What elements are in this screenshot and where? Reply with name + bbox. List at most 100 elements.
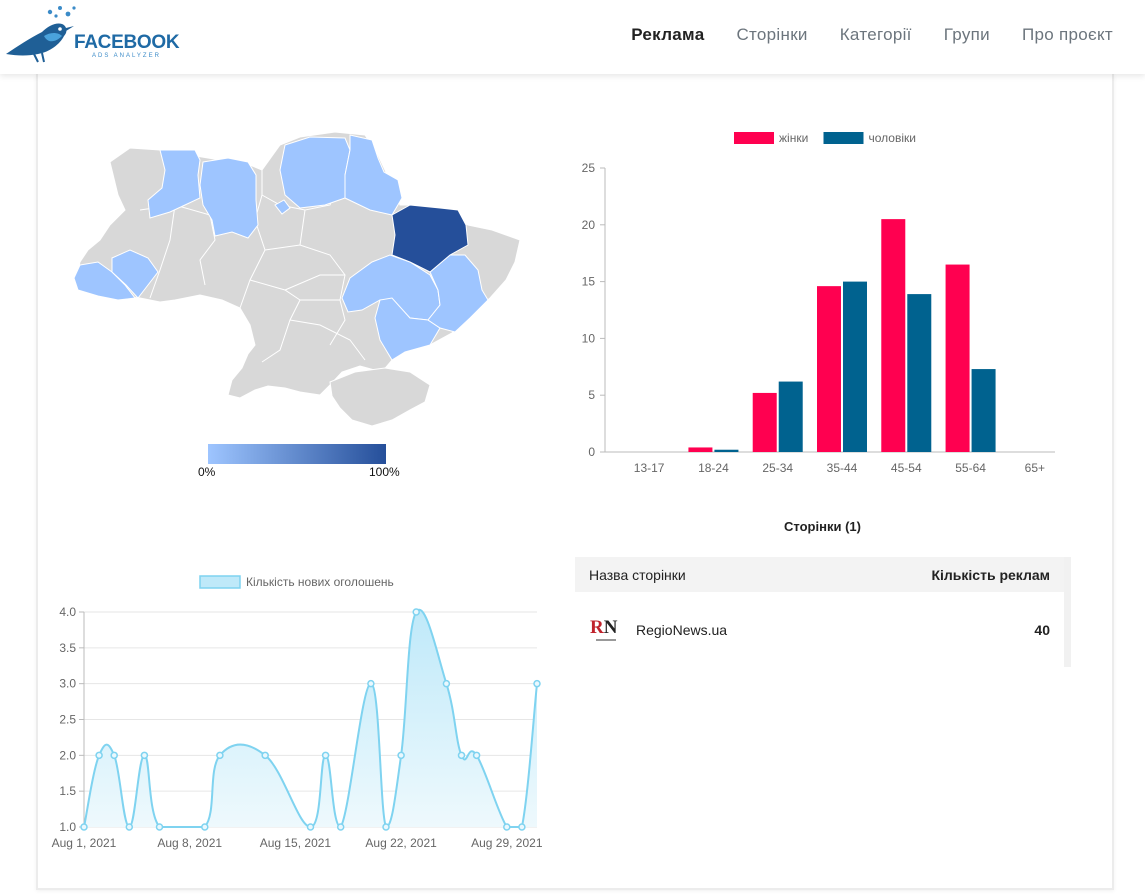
y-tick-label: 1.5 <box>59 784 76 798</box>
data-point-3 <box>110 751 118 760</box>
nav-item-groups[interactable]: Групи <box>943 25 990 44</box>
map-scale-max-label: 100% <box>369 465 400 479</box>
nav-item-about[interactable]: Про проєкт <box>1021 25 1113 44</box>
ads-count: 40 <box>1034 621 1050 638</box>
bar-35-44-2 <box>843 281 867 452</box>
data-point-6 <box>155 823 164 831</box>
bar-55-64-1 <box>945 264 970 452</box>
y-tick-label: 25 <box>582 161 596 175</box>
map-region-sumy <box>344 134 403 216</box>
brand-logo[interactable]: FACEBOOK ADS ANALYZER <box>4 2 180 64</box>
legend-label: Кількість нових оголошень <box>246 575 394 589</box>
pages-table-header: Назва сторінки Кількість реклам <box>575 557 1064 592</box>
x-tick-label: 13-17 <box>634 461 665 475</box>
data-point-20 <box>503 823 511 831</box>
bar-45-54-1 <box>881 219 906 452</box>
bar-55-64-2 <box>971 369 996 452</box>
data-point-8 <box>216 751 224 760</box>
bar-18-24-2 <box>714 449 739 452</box>
brand-subtitle: ADS ANALYZER <box>92 53 161 59</box>
page-name-cell: RN RegioNews.ua <box>590 617 727 643</box>
column-header-page-name: Назва сторінки <box>589 566 686 583</box>
legend-swatch-2 <box>823 132 864 144</box>
y-tick-label: 2.5 <box>59 713 76 727</box>
main-nav: Реклама Сторінки Категорії Групи Про про… <box>631 0 1145 70</box>
x-tick-label: Aug 22, 2021 <box>365 836 437 850</box>
map-region-kharkiv <box>391 204 469 273</box>
nav-item-ads[interactable]: Реклама <box>631 25 705 44</box>
map-scale-min-label: 0% <box>198 465 216 479</box>
data-point-13 <box>367 679 375 688</box>
bird-logo-icon <box>6 6 76 63</box>
x-tick-label: Aug 15, 2021 <box>260 836 332 850</box>
data-point-7 <box>201 823 209 831</box>
pages-title: Сторінки (1) <box>784 519 861 534</box>
map-region-donetsk <box>427 254 489 333</box>
column-header-ads-count: Кількість реклам <box>931 566 1050 583</box>
data-point-12 <box>336 823 345 831</box>
y-tick-label: 0 <box>588 445 595 459</box>
x-tick-label: Aug 29, 2021 <box>471 836 543 850</box>
x-tick-label: 35-44 <box>827 461 858 475</box>
data-point-21 <box>518 823 526 831</box>
brand-name: FACEBOOK <box>74 32 180 53</box>
bar-25-34-1 <box>752 392 777 452</box>
map-region-chernihiv <box>279 136 351 209</box>
gender-age-bar-chart: жінки чоловіки 0 5 10 15 20 25 13-17 18-24 25-34 35… <box>582 131 1055 475</box>
map-region-kyiv-city <box>274 199 291 215</box>
bar-45-54-2 <box>907 294 932 452</box>
legend-label-2: чоловіки <box>869 131 916 145</box>
x-tick-label: 25-34 <box>762 461 793 475</box>
data-point-5 <box>140 751 149 760</box>
bar-35-44-1 <box>817 286 841 452</box>
data-point-1 <box>80 823 88 831</box>
nav-item-pages[interactable]: Сторінки <box>736 25 808 44</box>
y-tick-label: 4.0 <box>59 605 76 619</box>
y-tick-label: 3.5 <box>59 641 76 655</box>
data-point-14 <box>382 823 390 831</box>
data-point-17 <box>442 679 451 688</box>
map-region-zakarpattia <box>73 261 136 301</box>
data-point-18 <box>457 751 466 760</box>
x-tick-label: 65+ <box>1025 461 1045 475</box>
y-tick-label: 2.0 <box>59 748 76 762</box>
bar-18-24-1 <box>688 447 713 452</box>
data-point-10 <box>306 823 315 831</box>
table-row[interactable]: RN RegioNews.ua 40 <box>575 592 1064 667</box>
y-tick-label: 1.0 <box>59 820 76 834</box>
data-point-11 <box>321 751 330 760</box>
legend-swatch-1 <box>734 132 774 144</box>
top-navbar: FACEBOOK ADS ANALYZER Реклама Сторінки К… <box>0 0 1145 74</box>
new-ads-area-chart: Кількість нових оголошень 1.0 1.5 2.0 2.5 3.0… <box>52 575 543 850</box>
ukraine-region-map <box>73 131 521 427</box>
data-point-4 <box>125 823 134 831</box>
x-tick-label: Aug 1, 2021 <box>52 836 117 850</box>
x-tick-label: Aug 8, 2021 <box>157 836 222 850</box>
x-tick-label: 45-54 <box>891 461 922 475</box>
map-region-chernivtsi <box>111 249 159 299</box>
y-tick-label: 5 <box>588 388 595 402</box>
data-point-16 <box>412 608 420 616</box>
map-region-zaporizhzhia <box>374 297 441 361</box>
y-tick-label: 10 <box>582 331 596 345</box>
map-region-rivne <box>199 157 259 239</box>
data-point-2 <box>95 751 103 760</box>
x-tick-label: 18-24 <box>698 461 729 475</box>
regionews-logo-icon: RN <box>590 617 622 643</box>
series-area <box>84 609 537 827</box>
map-region-crimea <box>329 367 431 427</box>
y-tick-label: 15 <box>582 275 596 289</box>
bar-25-34-2 <box>778 381 803 452</box>
x-tick-label: 55-64 <box>955 461 986 475</box>
nav-item-categories[interactable]: Категорії <box>839 25 912 44</box>
page-name[interactable]: RegioNews.ua <box>636 621 728 638</box>
pages-table: Назва сторінки Кількість реклам RN Regio… <box>575 557 1071 667</box>
data-point-9 <box>261 751 269 760</box>
data-point-15 <box>397 751 405 760</box>
legend-label-1: жінки <box>779 131 808 145</box>
map-color-scale <box>208 444 386 464</box>
data-point-22 <box>533 679 541 688</box>
y-tick-label: 3.0 <box>59 677 76 691</box>
map-region-volyn <box>147 149 201 219</box>
data-point-19 <box>472 751 481 760</box>
